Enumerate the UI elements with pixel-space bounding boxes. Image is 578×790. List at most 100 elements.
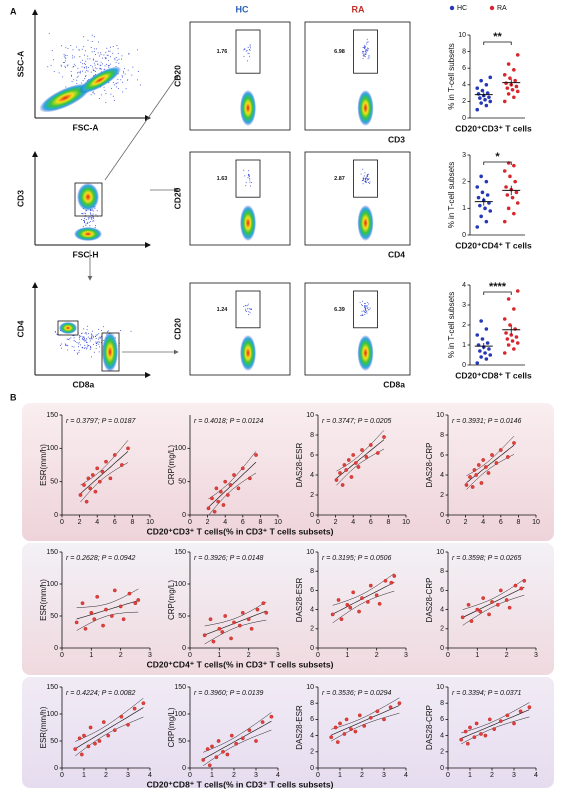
point: [383, 578, 388, 583]
point: [468, 475, 472, 479]
group-header: HC: [236, 4, 249, 14]
event-dot: [250, 308, 252, 310]
point: [141, 701, 146, 706]
event-dot: [83, 337, 85, 339]
point: [345, 602, 350, 607]
event-dot: [97, 52, 99, 54]
y-tick-label: 2: [440, 492, 444, 499]
y-tick-label: 100: [174, 581, 186, 588]
event-dot: [364, 54, 366, 56]
event-dot: [245, 310, 247, 312]
event-dot: [89, 225, 91, 227]
dot: [487, 347, 491, 351]
point: [522, 578, 527, 583]
event-dot: [104, 89, 106, 91]
dot: [479, 78, 483, 83]
event-dot: [79, 344, 81, 346]
dot: [488, 209, 493, 213]
event-dot: [360, 314, 362, 316]
point: [112, 728, 117, 733]
event-dot: [82, 80, 84, 82]
event-dot: [115, 82, 117, 84]
y-tick-label: 2: [310, 626, 314, 633]
point: [360, 596, 364, 600]
event-dot: [367, 47, 369, 49]
event-dot: [70, 70, 72, 72]
y-tick-label: 8: [440, 700, 444, 707]
event-dot: [121, 58, 123, 60]
event-dot: [86, 67, 88, 69]
event-dot: [361, 52, 363, 54]
event-dot: [368, 181, 370, 183]
point: [82, 733, 86, 738]
event-dot: [85, 76, 87, 78]
event-dot: [103, 326, 105, 328]
event-dot: [80, 335, 82, 337]
event-dot: [91, 334, 93, 336]
point: [481, 596, 486, 600]
y-tick-label: 6: [310, 452, 314, 459]
point: [487, 612, 491, 617]
dot: [510, 195, 515, 200]
event-dot: [102, 63, 104, 65]
point: [220, 630, 225, 634]
event-dot: [85, 224, 87, 226]
y-tick-label: 8: [310, 432, 314, 439]
event-dot: [71, 75, 73, 77]
dot: [512, 347, 516, 351]
event-dot: [362, 168, 364, 170]
y-tick-label: 0: [462, 362, 466, 369]
event-dot: [365, 177, 367, 179]
event-dot: [72, 57, 74, 59]
point: [88, 486, 93, 491]
event-dot: [96, 210, 98, 212]
event-dot: [77, 75, 79, 77]
dot: [508, 174, 512, 179]
y-tick-label: 0: [440, 765, 444, 772]
event-dot: [70, 337, 72, 339]
event-dot: [246, 310, 248, 312]
event-dot: [369, 307, 371, 309]
event-dot: [364, 312, 366, 314]
event-dot: [128, 53, 130, 55]
event-dot: [94, 64, 96, 66]
y-tick-label: 4: [440, 472, 444, 479]
event-dot: [362, 54, 364, 56]
point: [232, 620, 236, 625]
dot: [502, 73, 507, 77]
y-tick-label: 100: [46, 711, 58, 718]
event-dot: [78, 341, 80, 343]
dot: [476, 92, 481, 96]
event-dot: [90, 333, 92, 335]
dot: [502, 317, 507, 321]
dot: [483, 97, 487, 102]
event-dot: [367, 173, 369, 175]
y-tick-label: 8: [440, 568, 444, 575]
event-dot: [67, 349, 69, 351]
event-dot: [81, 332, 83, 334]
event-dot: [78, 343, 80, 345]
event-dot: [108, 65, 110, 67]
y-axis-label: ESR(mm/h): [39, 706, 48, 748]
y-axis-label: CRP(mg/L): [167, 445, 176, 485]
event-dot: [366, 310, 368, 312]
event-dot: [84, 62, 86, 64]
y-tick-label: 100: [174, 711, 186, 718]
event-dot: [100, 330, 102, 332]
point: [205, 747, 210, 751]
point: [264, 610, 269, 615]
event-dot: [60, 64, 62, 66]
y-tick-label: 0: [462, 115, 466, 122]
event-dot: [368, 178, 370, 180]
dot: [502, 351, 507, 355]
y-axis-label: DAS28-CRP: [425, 443, 434, 488]
event-dot: [112, 46, 114, 48]
y-tick-label: 50: [50, 738, 58, 745]
point: [136, 598, 141, 602]
event-dot: [364, 313, 366, 315]
y-tick-label: 6: [440, 587, 444, 594]
point: [481, 458, 486, 462]
dot: [514, 84, 519, 89]
point: [342, 732, 347, 736]
y-tick-label: 4: [462, 282, 466, 289]
